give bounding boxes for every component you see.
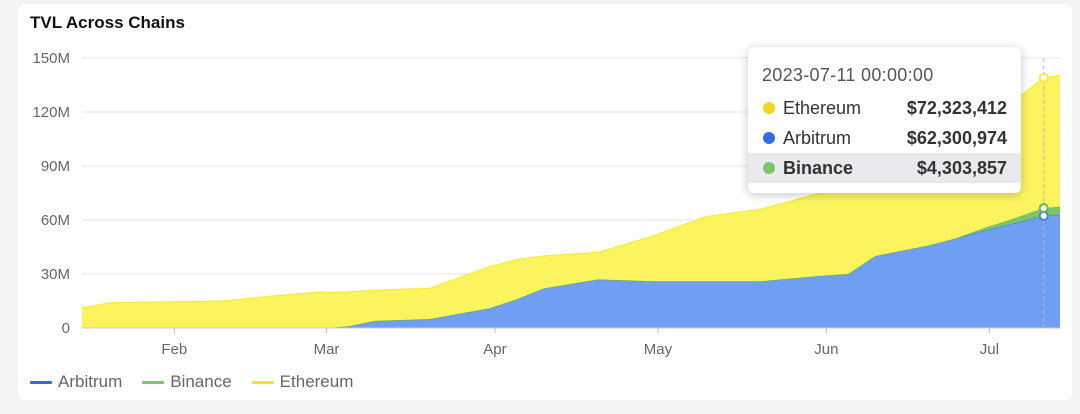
tooltip-row-ethereum: Ethereum $72,323,412 bbox=[748, 93, 1021, 123]
tooltip-name-ethereum: Ethereum bbox=[783, 97, 862, 118]
tooltip-row-binance: Binance $4,303,857 bbox=[748, 153, 1021, 183]
legend-item-arbitrum[interactable]: Arbitrum bbox=[30, 372, 122, 392]
x-tick-label: Jul bbox=[980, 341, 999, 358]
tooltip-name-arbitrum: Arbitrum bbox=[783, 127, 852, 148]
tooltip-dot-ethereum bbox=[763, 102, 775, 114]
tooltip-date: 2023-07-11 00:00:00 bbox=[762, 65, 934, 85]
area-arbitrum bbox=[326, 214, 1060, 328]
tooltip-name-binance: Binance bbox=[783, 157, 854, 178]
hover-marker-ethereum bbox=[1038, 72, 1049, 83]
chart-title: TVL Across Chains bbox=[30, 13, 185, 32]
legend-swatch-binance bbox=[142, 380, 165, 384]
area-ethereum bbox=[82, 75, 1060, 328]
y-tick-label: 60M bbox=[41, 212, 70, 229]
legend-label-binance: Binance bbox=[170, 372, 232, 391]
legend-item-binance[interactable]: Binance bbox=[142, 372, 232, 392]
tooltip-value-arbitrum: $62,300,974 bbox=[906, 127, 1007, 148]
legend-label-arbitrum: Arbitrum bbox=[58, 372, 123, 391]
y-tick-label: 30M bbox=[41, 266, 70, 283]
y-tick-label: 0 bbox=[62, 320, 70, 337]
y-tick-label: 150M bbox=[32, 50, 70, 67]
tooltip-value-ethereum: $72,323,412 bbox=[906, 97, 1007, 118]
chart-tooltip: 2023-07-11 00:00:00 Ethereum $72,323,412… bbox=[748, 47, 1021, 193]
y-tick-label: 90M bbox=[41, 158, 70, 175]
x-tick-label: Jun bbox=[814, 341, 838, 358]
x-tick-label: Mar bbox=[314, 341, 340, 358]
legend-item-ethereum[interactable]: Ethereum bbox=[251, 372, 354, 392]
tooltip-dot-binance bbox=[763, 162, 775, 174]
tooltip-dot-arbitrum bbox=[763, 132, 775, 144]
legend-swatch-arbitrum bbox=[30, 380, 52, 384]
chart-legend: Arbitrum Binance Ethereum bbox=[30, 372, 353, 392]
tooltip-row-arbitrum: Arbitrum $62,300,974 bbox=[748, 123, 1021, 153]
legend-swatch-ethereum bbox=[251, 380, 274, 384]
x-tick-label: Feb bbox=[161, 341, 187, 358]
x-tick-label: Apr bbox=[483, 341, 506, 358]
x-tick-label: May bbox=[644, 341, 673, 358]
tooltip-value-binance: $4,303,857 bbox=[916, 157, 1007, 178]
legend-label-ethereum: Ethereum bbox=[279, 372, 354, 391]
y-tick-label: 120M bbox=[32, 104, 70, 121]
hover-marker-binance bbox=[1038, 203, 1049, 214]
